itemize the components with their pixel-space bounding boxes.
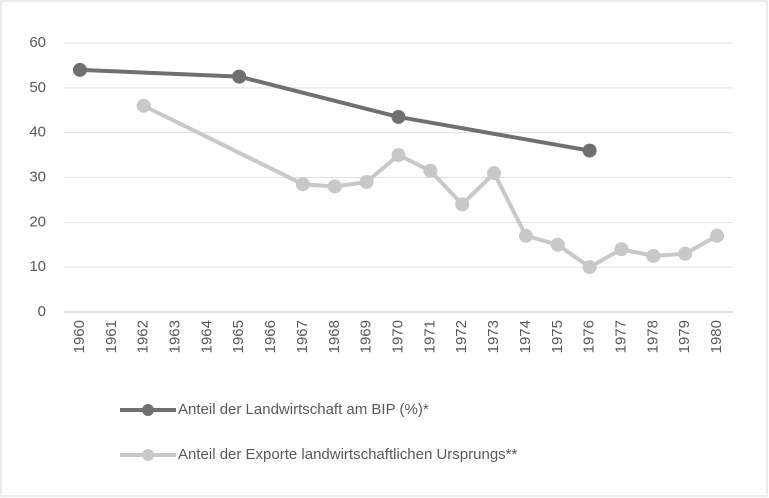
x-tick-label: 1975 [549,320,566,353]
x-tick-label: 1961 [103,320,120,353]
x-tick-label: 1970 [389,320,406,353]
y-tick-label: 30 [29,168,46,185]
marker [487,166,502,181]
x-tick-label: 1974 [517,320,534,353]
marker [582,143,597,158]
marker [72,62,87,77]
marker [455,197,470,212]
marker [295,177,310,192]
marker [518,228,533,243]
x-tick-label: 1977 [612,320,629,353]
y-tick-label: 0 [38,303,46,320]
x-tick-label: 1973 [485,320,502,353]
marker [550,237,565,252]
x-tick-label: 1967 [294,320,311,353]
marker [614,242,629,257]
x-tick-label: 1972 [453,320,470,353]
x-tick-label: 1960 [71,320,88,353]
legend-marker [142,449,154,461]
x-tick-label: 1969 [358,320,375,353]
y-tick-label: 60 [29,34,46,51]
y-tick-label: 20 [29,213,46,230]
y-tick-label: 10 [29,258,46,275]
x-tick-label: 1978 [644,320,661,353]
marker [710,228,725,243]
marker [391,148,406,163]
legend-label: Anteil der Exporte landwirtschaftlichen … [178,446,517,463]
x-tick-label: 1964 [198,320,215,353]
marker [582,260,597,275]
y-tick-label: 50 [29,79,46,96]
marker [327,179,342,194]
marker [391,109,406,124]
x-tick-label: 1980 [708,320,725,353]
marker [136,98,151,113]
marker [423,163,438,178]
marker [678,246,693,261]
x-tick-label: 1966 [262,320,279,353]
x-tick-label: 1962 [135,320,152,353]
x-tick-label: 1979 [676,320,693,353]
series-line [79,67,590,153]
x-tick-label: 1976 [581,320,598,353]
marker [232,69,247,84]
legend-marker [142,404,154,416]
legend-label: Anteil der Landwirtschaft am BIP (%)* [178,401,429,418]
x-tick-label: 1965 [230,320,247,353]
x-tick-label: 1971 [421,320,438,353]
marker [359,174,374,189]
y-tick-label: 40 [29,124,46,141]
x-tick-label: 1963 [166,320,183,353]
x-tick-label: 1968 [326,320,343,353]
marker [646,248,661,263]
